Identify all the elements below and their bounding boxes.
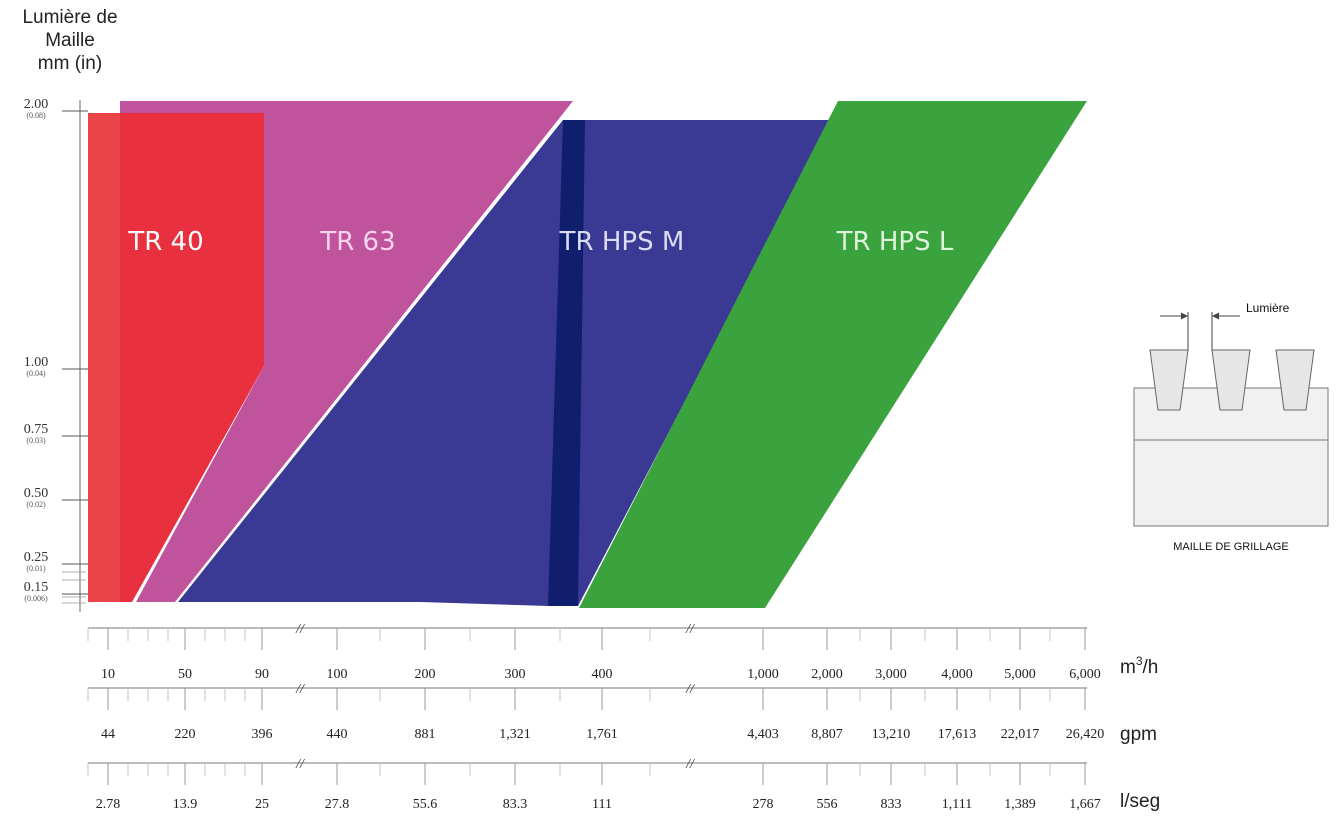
inset-block xyxy=(1133,387,1329,527)
band-tr-hps-l xyxy=(579,101,1087,608)
y-tick-label: 0.75 xyxy=(24,422,49,437)
x-tick-label: 90 xyxy=(255,667,269,682)
x-tick-label: 26,420 xyxy=(1066,727,1105,742)
x-tick-label: 4,403 xyxy=(747,727,779,742)
x-tick-label: 50 xyxy=(178,667,192,682)
x-tick-label: 83.3 xyxy=(503,797,528,812)
x-tick-label: 100 xyxy=(327,667,348,682)
x-tick-label: 1,000 xyxy=(747,667,779,682)
x-tick-label: 3,000 xyxy=(875,667,907,682)
y-tick-sublabel: (0.006) xyxy=(24,594,48,603)
series-label: TR 40 xyxy=(127,227,203,257)
y-axis-title-line: mm (in) xyxy=(37,53,103,74)
x-tick-label: 400 xyxy=(592,667,613,682)
x-tick-label: 55.6 xyxy=(413,797,438,812)
y-tick-sublabel: (0.08) xyxy=(26,111,46,120)
x-tick-label: 1,321 xyxy=(499,727,531,742)
axis-break-mark: // xyxy=(685,622,695,637)
x-tick-label: 300 xyxy=(505,667,526,682)
y-tick-sublabel: (0.02) xyxy=(26,500,46,509)
band-overlap xyxy=(548,120,585,606)
band-tr-40 xyxy=(88,113,264,602)
x-tick-label: 396 xyxy=(252,727,273,742)
x-axis-unit: m3/h xyxy=(1120,654,1158,678)
y-tick-label: 0.25 xyxy=(24,550,49,565)
y-axis-title-line: Lumière de xyxy=(22,7,118,28)
x-tick-label: 5,000 xyxy=(1004,667,1036,682)
x-tick-label: 10 xyxy=(101,667,115,682)
band-tr-63 xyxy=(120,101,573,602)
x-tick-label: 22,017 xyxy=(1001,727,1040,742)
x-tick-label: 1,111 xyxy=(942,797,972,812)
y-tick-sublabel: (0.04) xyxy=(26,369,46,378)
x-tick-label: 1,667 xyxy=(1069,797,1101,812)
x-axis-unit: l/seg xyxy=(1120,791,1160,812)
series-label: TR HPS M xyxy=(559,227,685,257)
axis-break-mark: // xyxy=(295,757,305,772)
x-tick-label: 220 xyxy=(175,727,196,742)
x-tick-label: 111 xyxy=(592,797,612,812)
wedge-wire-profile xyxy=(1211,349,1251,411)
x-tick-label: 27.8 xyxy=(325,797,350,812)
axis-break-mark: // xyxy=(685,757,695,772)
y-tick-sublabel: (0.03) xyxy=(26,436,46,445)
axis-break-mark: // xyxy=(295,622,305,637)
arrow-head xyxy=(1212,312,1219,320)
y-axis-title-line: Maille xyxy=(45,30,95,51)
wedge-wire-profile xyxy=(1149,349,1189,411)
inset-caption: MAILLE DE GRILLAGE xyxy=(1173,541,1289,553)
x-tick-label: 8,807 xyxy=(811,727,843,742)
inset-title: Lumière xyxy=(1246,301,1290,315)
x-tick-label: 881 xyxy=(415,727,436,742)
x-tick-label: 13.9 xyxy=(173,797,198,812)
x-tick-label: 2.78 xyxy=(96,797,121,812)
band-tr-hps-m xyxy=(178,120,832,606)
y-axis-title: Lumière de Maille mm (in) xyxy=(0,6,140,75)
x-tick-label: 4,000 xyxy=(941,667,973,682)
y-tick-sublabel: (0.01) xyxy=(26,564,46,573)
x-tick-label: 17,613 xyxy=(938,727,977,742)
axis-break-mark: // xyxy=(295,682,305,697)
x-axis-unit: gpm xyxy=(1120,724,1157,745)
x-tick-label: 833 xyxy=(881,797,902,812)
x-tick-label: 44 xyxy=(101,727,115,742)
x-tick-label: 278 xyxy=(753,797,774,812)
axis-break-mark: // xyxy=(685,682,695,697)
x-tick-label: 440 xyxy=(327,727,348,742)
y-tick-label: 0.15 xyxy=(24,580,49,595)
arrow-head xyxy=(1181,312,1188,320)
x-tick-label: 556 xyxy=(817,797,838,812)
wedge-wire-profile xyxy=(1275,349,1315,411)
x-tick-label: 200 xyxy=(415,667,436,682)
x-tick-label: 1,761 xyxy=(586,727,618,742)
x-tick-label: 13,210 xyxy=(872,727,911,742)
x-tick-label: 6,000 xyxy=(1069,667,1101,682)
y-tick-label: 0.50 xyxy=(24,486,49,501)
mesh-inset-diagram: Lumière MAILLE DE GRILLAGE xyxy=(1133,301,1329,553)
x-tick-label: 25 xyxy=(255,797,269,812)
x-tick-label: 2,000 xyxy=(811,667,843,682)
series-label: TR 63 xyxy=(319,227,395,257)
y-tick-label: 2.00 xyxy=(24,97,49,112)
y-tick-label: 1.00 xyxy=(24,355,49,370)
band-tr-40-edge xyxy=(88,113,120,602)
series-label: TR HPS L xyxy=(836,227,954,257)
x-tick-label: 1,389 xyxy=(1004,797,1036,812)
